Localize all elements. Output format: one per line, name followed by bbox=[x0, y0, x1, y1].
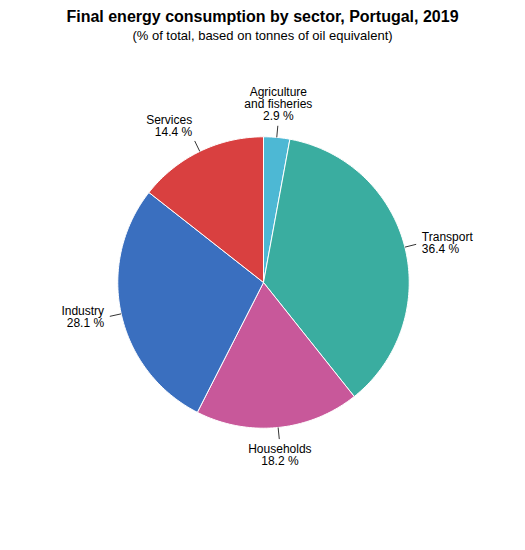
svg-text:Transport36.4 %: Transport36.4 % bbox=[421, 230, 473, 256]
svg-text:Industry28.1 %: Industry28.1 % bbox=[61, 304, 104, 330]
svg-text:Agricultureand fisheries2.9 %: Agricultureand fisheries2.9 % bbox=[244, 85, 312, 123]
svg-text:Households18.2 %: Households18.2 % bbox=[248, 442, 311, 468]
svg-text:Services14.4 %: Services14.4 % bbox=[146, 113, 192, 139]
html-text:(% of total, based on tonnes o: (% of total, based on tonnes of oil equi… bbox=[132, 28, 393, 43]
html-text:Final energy consumption by se: Final energy consumption by sector, Port… bbox=[66, 8, 459, 25]
